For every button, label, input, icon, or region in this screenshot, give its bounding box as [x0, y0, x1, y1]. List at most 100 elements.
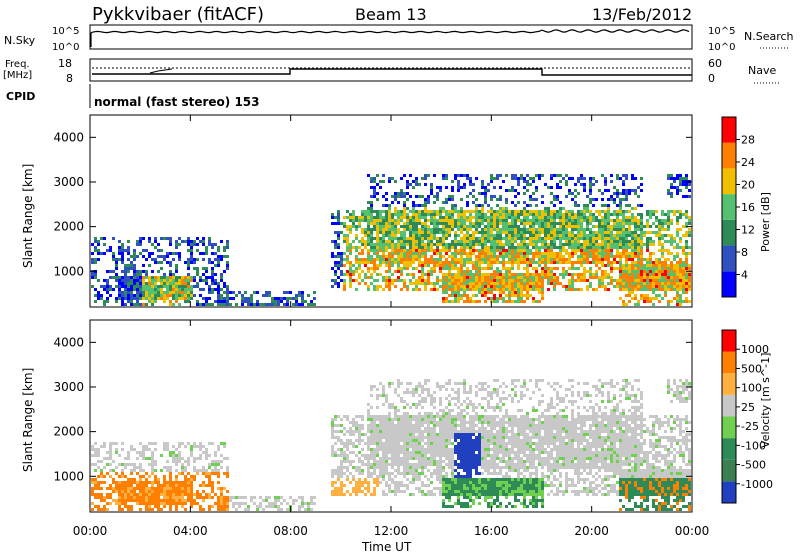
heatmap-cell — [340, 424, 343, 427]
heatmap-cell — [397, 231, 400, 234]
heatmap-cell — [670, 240, 673, 243]
heatmap-cell — [166, 481, 169, 484]
heatmap-cell — [448, 255, 451, 258]
heatmap-cell — [166, 484, 169, 487]
heatmap-cell — [556, 282, 559, 285]
heatmap-cell — [643, 234, 646, 237]
heatmap-cell — [631, 234, 634, 237]
heatmap-cell — [625, 189, 628, 192]
heatmap-cell — [286, 508, 289, 511]
heatmap-cell — [184, 481, 187, 484]
heatmap-cell — [403, 207, 406, 210]
heatmap-cell — [118, 288, 121, 291]
heatmap-cell — [577, 222, 580, 225]
heatmap-cell — [388, 222, 391, 225]
heatmap-cell — [370, 454, 373, 457]
heatmap-cell — [607, 222, 610, 225]
heatmap-cell — [565, 237, 568, 240]
heatmap-cell — [562, 258, 565, 261]
heatmap-cell — [163, 297, 166, 300]
heatmap-cell — [472, 273, 475, 276]
heatmap-cell — [367, 285, 370, 288]
heatmap-cell — [376, 394, 379, 397]
heatmap-cell — [100, 481, 103, 484]
heatmap-cell — [637, 228, 640, 231]
heatmap-cell — [688, 222, 691, 225]
heatmap-cell — [175, 487, 178, 490]
heatmap-cell — [331, 421, 334, 424]
heatmap-cell — [385, 427, 388, 430]
heatmap-cell — [457, 282, 460, 285]
heatmap-cell — [448, 210, 451, 213]
heatmap-cell — [469, 243, 472, 246]
heatmap-cell — [166, 445, 169, 448]
heatmap-cell — [634, 228, 637, 231]
heatmap-cell — [223, 291, 226, 294]
heatmap-cell — [196, 303, 199, 306]
heatmap-cell — [193, 258, 196, 261]
heatmap-cell — [394, 487, 397, 490]
heatmap-cell — [154, 261, 157, 264]
heatmap-cell — [418, 255, 421, 258]
heatmap-cell — [409, 255, 412, 258]
heatmap-cell — [565, 225, 568, 228]
heatmap-cell — [352, 213, 355, 216]
heatmap-cell — [280, 297, 283, 300]
heatmap-cell — [526, 273, 529, 276]
heatmap-cell — [121, 303, 124, 306]
heatmap-cell — [646, 237, 649, 240]
heatmap-cell — [574, 204, 577, 207]
heatmap-cell — [415, 210, 418, 213]
heatmap-cell — [448, 288, 451, 291]
heatmap-cell — [661, 237, 664, 240]
heatmap-cell — [634, 189, 637, 192]
heatmap-cell — [553, 255, 556, 258]
heatmap-cell — [532, 258, 535, 261]
heatmap-cell — [496, 222, 499, 225]
heatmap-cell — [637, 249, 640, 252]
heatmap-cell — [583, 249, 586, 252]
heatmap-cell — [679, 237, 682, 240]
heatmap-cell — [544, 249, 547, 252]
heatmap-cell — [628, 255, 631, 258]
heatmap-cell — [610, 228, 613, 231]
heatmap-cell — [511, 291, 514, 294]
heatmap-cell — [91, 502, 94, 505]
heatmap-cell — [97, 460, 100, 463]
heatmap-cell — [379, 475, 382, 478]
heatmap-cell — [379, 180, 382, 183]
heatmap-cell — [487, 234, 490, 237]
heatmap-cell — [463, 240, 466, 243]
heatmap-cell — [367, 207, 370, 210]
heatmap-cell — [391, 258, 394, 261]
heatmap-cell — [313, 291, 316, 294]
heatmap-cell — [379, 430, 382, 433]
heatmap-cell — [130, 255, 133, 258]
heatmap-cell — [451, 267, 454, 270]
heatmap-cell — [109, 463, 112, 466]
heatmap-cell — [151, 276, 154, 279]
heatmap-cell — [148, 499, 151, 502]
heatmap-cell — [136, 451, 139, 454]
heatmap-cell — [352, 418, 355, 421]
heatmap-cell — [355, 469, 358, 472]
heatmap-cell — [190, 481, 193, 484]
heatmap-cell — [607, 210, 610, 213]
heatmap-cell — [499, 243, 502, 246]
heatmap-cell — [133, 463, 136, 466]
heatmap-cell — [472, 222, 475, 225]
heatmap-cell — [496, 261, 499, 264]
heatmap-cell — [511, 216, 514, 219]
heatmap-cell — [592, 198, 595, 201]
heatmap-cell — [175, 267, 178, 270]
heatmap-cell — [367, 403, 370, 406]
heatmap-cell — [436, 258, 439, 261]
heatmap-cell — [394, 469, 397, 472]
heatmap-cell — [103, 243, 106, 246]
heatmap-cell — [397, 463, 400, 466]
heatmap-cell — [586, 195, 589, 198]
heatmap-cell — [634, 264, 637, 267]
heatmap-cell — [628, 204, 631, 207]
heatmap-cell — [559, 258, 562, 261]
heatmap-cell — [145, 490, 148, 493]
